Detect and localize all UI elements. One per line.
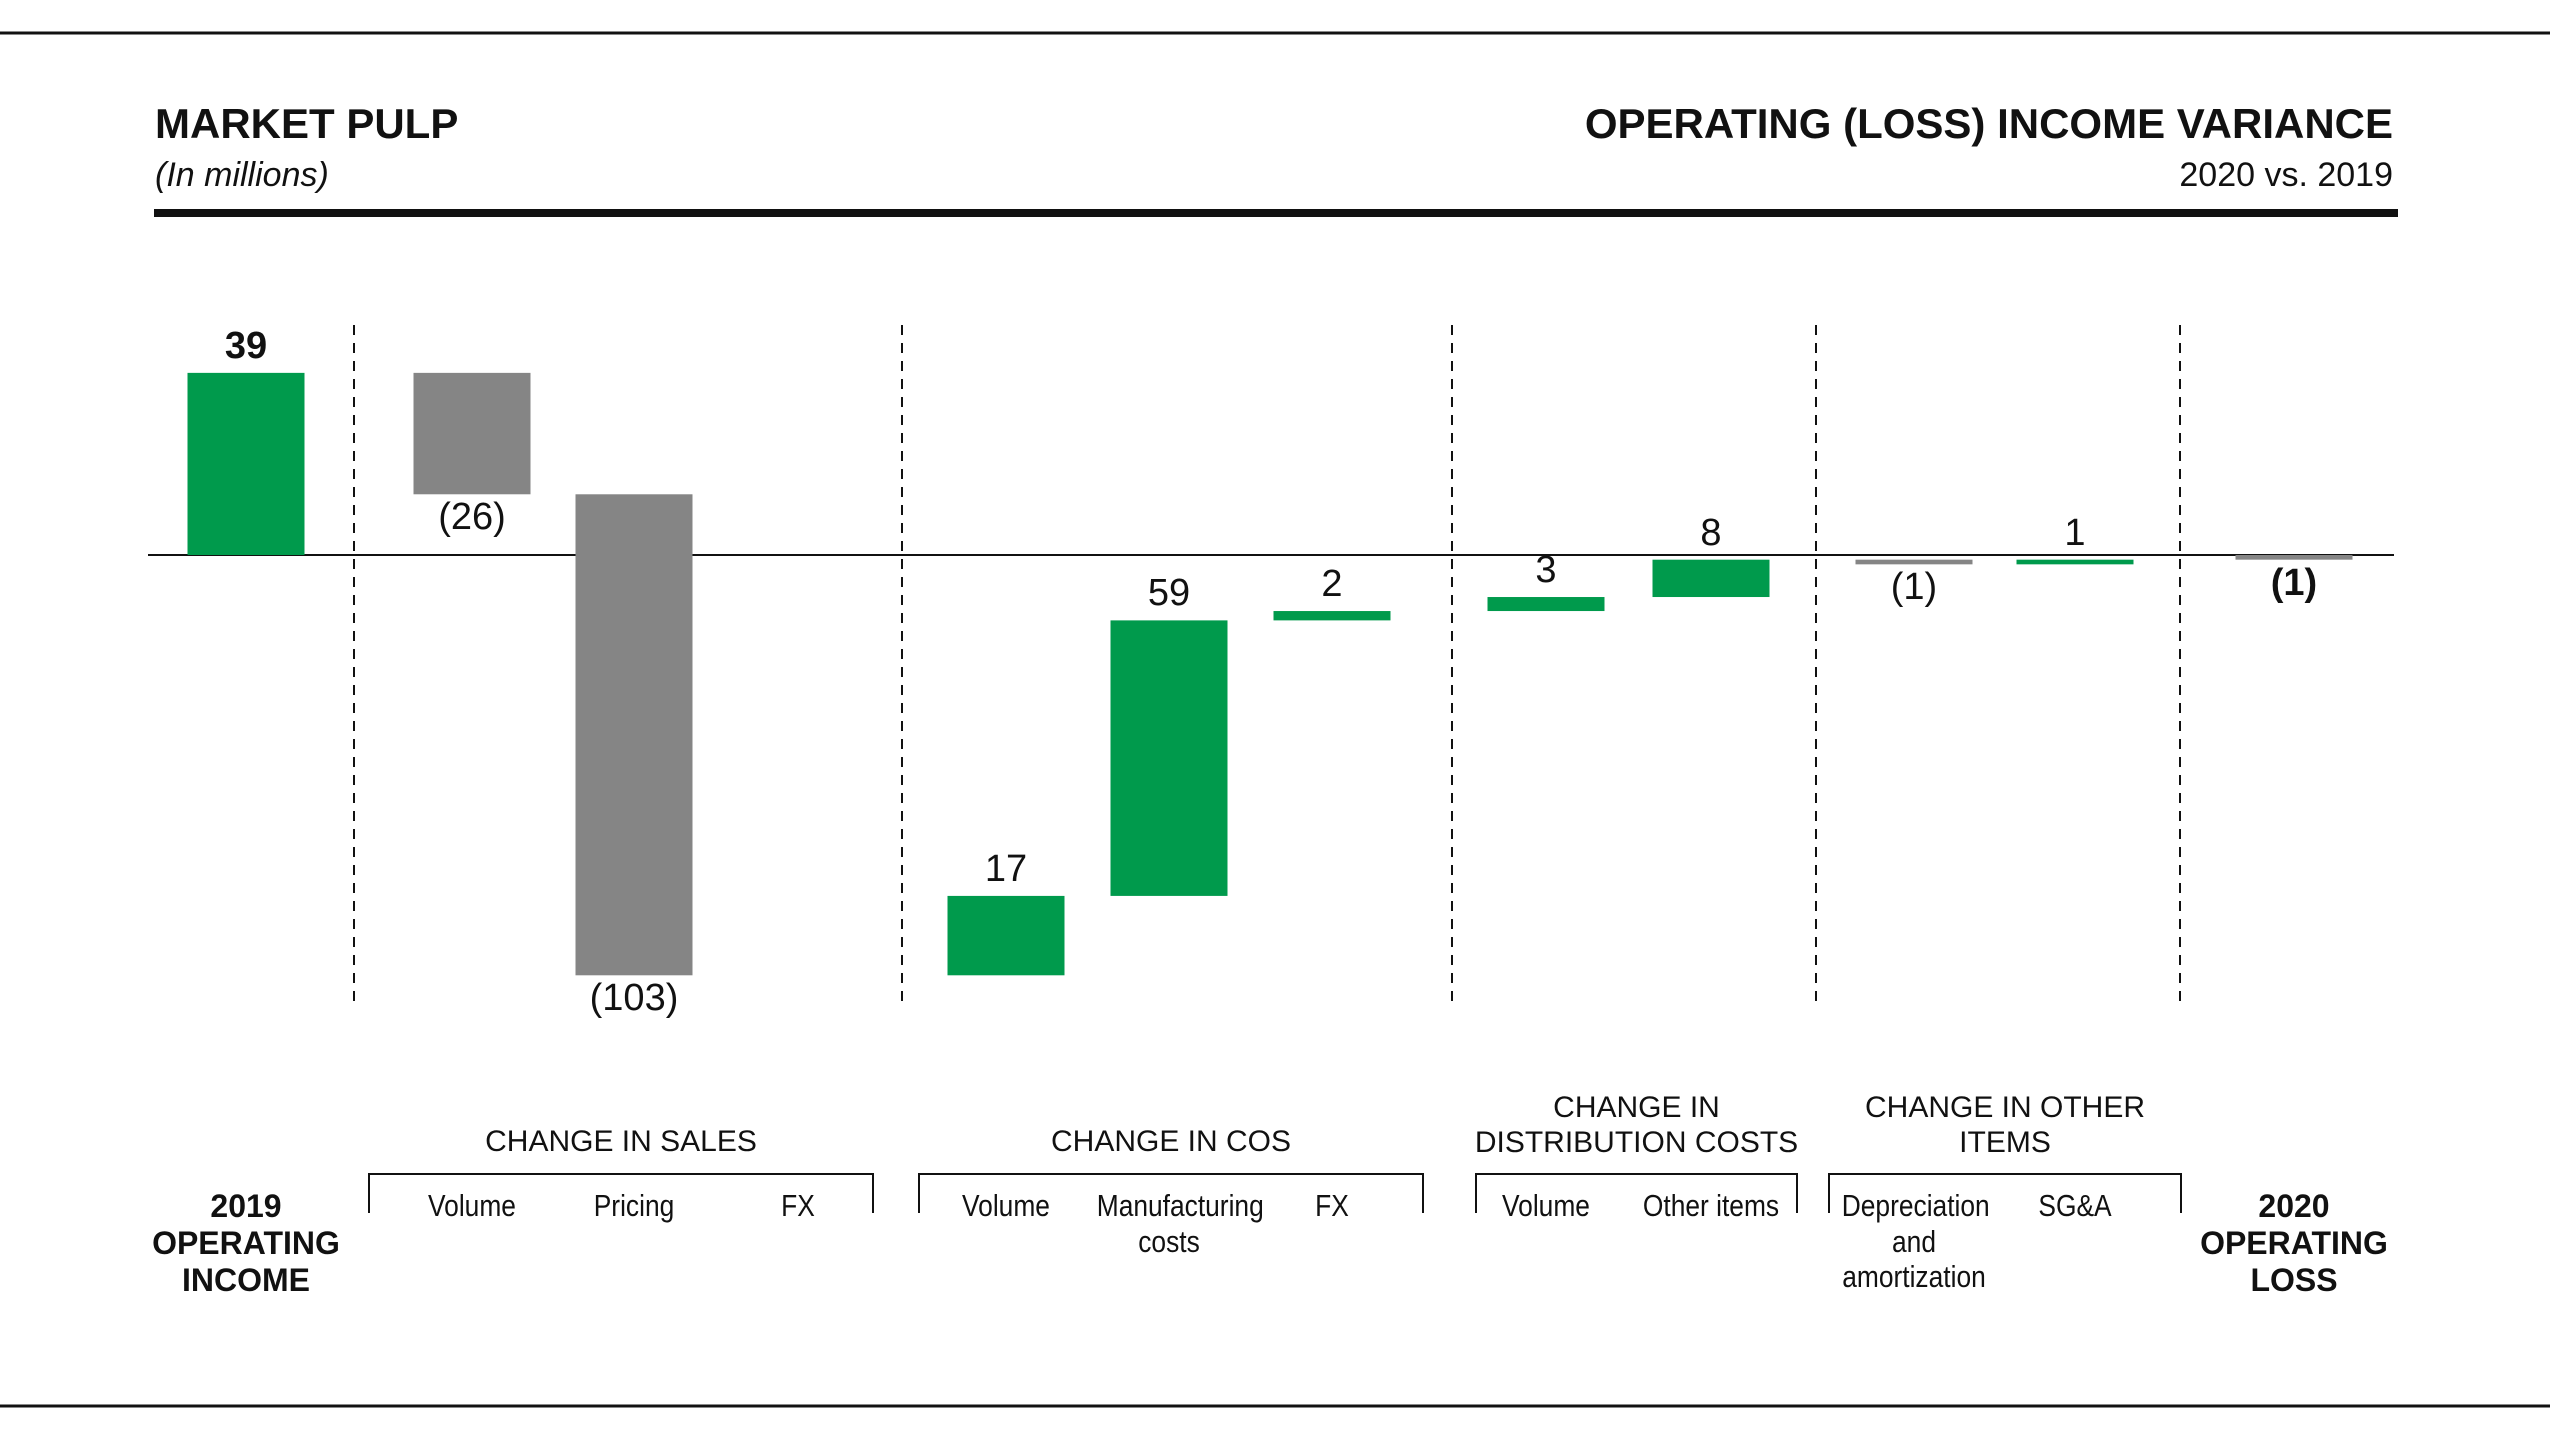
bar <box>1652 559 1770 598</box>
bar <box>575 494 693 976</box>
value-label: 17 <box>984 847 1028 890</box>
bar <box>2016 559 2134 565</box>
group-label: CHANGE IN COS <box>1050 1125 1292 1158</box>
right-title: OPERATING (LOSS) INCOME VARIANCE <box>1584 100 2393 147</box>
bar <box>1110 620 1228 896</box>
bar <box>413 372 531 495</box>
group-label: CHANGE IN SALES <box>485 1125 757 1158</box>
chart-subtitle: (In millions) <box>155 156 329 194</box>
group-bracket <box>918 1173 1424 1213</box>
x-tick-label: Volume <box>1502 1188 1590 1223</box>
value-label: (103) <box>589 977 679 1020</box>
x-tick-label: Pricing <box>593 1188 675 1223</box>
bar <box>1487 597 1605 612</box>
value-label: 3 <box>1535 549 1557 592</box>
x-tick-label: Depreciation and amortization <box>1841 1188 1990 1295</box>
group-bracket <box>368 1173 874 1213</box>
value-label: 2 <box>1321 563 1343 606</box>
x-tick-label: Other items <box>1642 1188 1780 1223</box>
value-label: (26) <box>438 496 506 539</box>
x-tick-label: FX <box>1315 1188 1349 1223</box>
group-bracket <box>1475 1173 1798 1213</box>
total-label: 2020 OPERATING LOSS <box>2200 1188 2388 1298</box>
x-tick-label: Volume <box>428 1188 516 1223</box>
bar <box>187 372 305 555</box>
value-label: (1) <box>2270 561 2318 604</box>
value-label: 1 <box>2064 511 2086 554</box>
chart-title: MARKET PULP <box>155 100 459 147</box>
value-label: 39 <box>224 324 268 367</box>
bar <box>1855 559 1973 565</box>
bar <box>947 895 1065 976</box>
x-tick-label: Manufacturing costs <box>1096 1188 1264 1259</box>
value-label: 8 <box>1700 511 1722 554</box>
group-label: CHANGE IN DISTRIBUTION COSTS <box>1474 1091 1799 1159</box>
value-label: (1) <box>1890 566 1938 609</box>
total-label: 2019 OPERATING INCOME <box>152 1188 340 1298</box>
value-label: 59 <box>1147 572 1191 615</box>
x-tick-label: SG&A <box>2038 1188 2112 1223</box>
group-bracket <box>1828 1173 2182 1213</box>
x-tick-label: FX <box>781 1188 815 1223</box>
group-label: CHANGE IN OTHER ITEMS <box>1864 1091 2146 1159</box>
right-subtitle: 2020 vs. 2019 <box>2179 156 2393 194</box>
bar <box>1273 611 1391 621</box>
x-tick-label: Volume <box>962 1188 1050 1223</box>
bar <box>2235 555 2353 560</box>
